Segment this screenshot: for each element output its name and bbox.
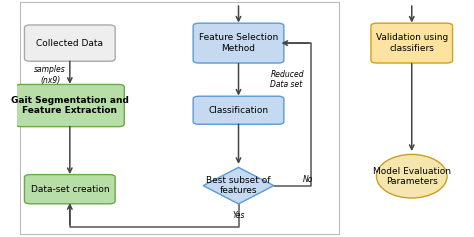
Text: Data-set creation: Data-set creation: [30, 185, 109, 194]
Text: Reduced
Data set: Reduced Data set: [271, 70, 304, 89]
Text: Classification: Classification: [209, 106, 269, 115]
Text: Model Evaluation
Parameters: Model Evaluation Parameters: [373, 167, 451, 186]
FancyBboxPatch shape: [25, 175, 115, 204]
Text: Collected Data: Collected Data: [36, 39, 103, 48]
FancyBboxPatch shape: [193, 23, 284, 63]
FancyBboxPatch shape: [371, 23, 453, 63]
Text: Best subset of
features: Best subset of features: [206, 176, 271, 195]
Ellipse shape: [376, 155, 447, 198]
Bar: [19, 2, 339, 234]
Text: Gait Segmentation and
Feature Extraction: Gait Segmentation and Feature Extraction: [11, 96, 129, 115]
FancyBboxPatch shape: [25, 25, 115, 61]
Text: Validation using
classifiers: Validation using classifiers: [375, 33, 448, 53]
Text: samples
(nx9): samples (nx9): [34, 65, 66, 85]
Polygon shape: [203, 167, 274, 204]
Text: Feature Selection
Method: Feature Selection Method: [199, 33, 278, 53]
Text: No: No: [303, 175, 313, 184]
Text: Yes: Yes: [232, 211, 245, 220]
FancyBboxPatch shape: [15, 84, 124, 127]
FancyBboxPatch shape: [193, 96, 284, 124]
